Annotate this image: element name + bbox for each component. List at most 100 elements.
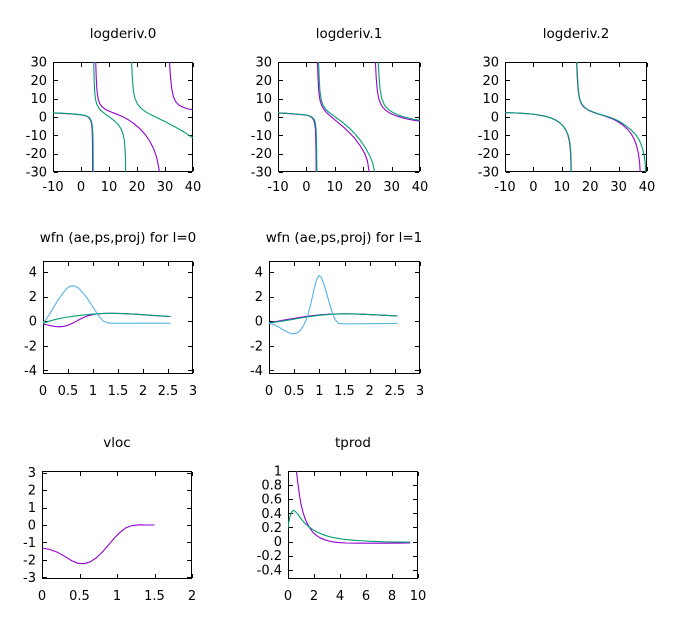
y-tick-label: 20	[255, 74, 272, 89]
y-tick-label: -1	[23, 536, 36, 551]
x-tick-label: 1	[89, 384, 97, 399]
x-tick-label: 0	[284, 589, 292, 604]
x-tick-label: 1.5	[108, 384, 129, 399]
y-tick-label: -3	[23, 571, 36, 586]
x-tick-label: 1.5	[144, 589, 165, 604]
plot-border	[43, 261, 193, 374]
x-tick-label: 0	[38, 589, 46, 604]
y-tick-label: -10	[251, 129, 272, 144]
plot-border	[42, 471, 192, 579]
x-tick-label: 2	[188, 589, 196, 604]
x-tick-label: 0	[302, 180, 310, 195]
series-ae-curve	[505, 112, 572, 172]
y-tick-label: 2	[255, 290, 263, 305]
y-tick-label: 10	[255, 92, 272, 107]
series-ps-curve	[269, 313, 398, 324]
x-tick-label: 3	[416, 384, 424, 399]
y-tick-label: 30	[255, 56, 272, 71]
y-tick-label: 30	[482, 56, 499, 71]
series-ae-curve	[95, 62, 160, 172]
y-tick-label: -10	[26, 129, 47, 144]
y-tick-label: 0	[39, 111, 47, 126]
x-tick-label: 1	[113, 589, 121, 604]
series-ps-curve	[93, 62, 127, 172]
x-tick-label: 30	[610, 180, 627, 195]
x-tick-label: 0	[39, 384, 47, 399]
panel-title: wfn (ae,ps,proj) for l=0	[40, 230, 197, 246]
y-tick-label: 10	[30, 92, 47, 107]
x-tick-label: 0	[265, 384, 273, 399]
y-tick-label: 0	[28, 519, 36, 534]
series-ps-curve	[278, 112, 318, 172]
x-tick-label: 30	[383, 180, 400, 195]
plot-border	[278, 62, 420, 172]
x-tick-label: 2	[310, 589, 318, 604]
x-tick-label: 10	[101, 180, 118, 195]
y-tick-label: 3	[28, 466, 36, 481]
y-tick-label: -2	[23, 553, 36, 568]
panel-logderiv-1: logderiv.1 -10 0 10 20 30 40 30 20 10 0 -10 -20 -30	[251, 26, 429, 195]
x-tick-label: 3	[189, 384, 197, 399]
y-tick-label: 20	[482, 74, 499, 89]
y-tick-label: 1	[274, 465, 282, 480]
x-tick-label: -10	[42, 180, 63, 195]
y-tick-label: -2	[250, 339, 263, 354]
y-tick-label: 30	[30, 56, 47, 71]
x-tick-label: -10	[494, 180, 515, 195]
x-tick-label: 8	[388, 589, 396, 604]
x-tick-label: 0.5	[284, 384, 305, 399]
panel-title: logderiv.1	[316, 26, 383, 42]
y-tick-label: 1	[28, 501, 36, 516]
series-ps-curve	[130, 62, 193, 139]
series-ae-curve	[168, 62, 193, 111]
y-tick-label: -30	[478, 166, 499, 181]
panel-wfn-l1: wfn (ae,ps,proj) for l=1 0 0.5 1 1.5 2 2.5 3 4 2 0…	[250, 230, 424, 399]
x-tick-label: 0	[77, 180, 85, 195]
y-tick-label: 20	[30, 74, 47, 89]
series-series-1-curve	[295, 471, 411, 544]
series-proj-curve	[269, 274, 398, 335]
y-tick-label: -30	[251, 166, 272, 181]
x-tick-label: 4	[336, 589, 344, 604]
panel-title: logderiv.2	[543, 26, 610, 42]
y-tick-label: -20	[26, 147, 47, 162]
y-tick-label: 0	[29, 315, 37, 330]
y-tick-label: 4	[29, 266, 37, 281]
panel-logderiv-2: logderiv.2 -10 0 10 20 30 40 30 20 10 0 -10 -20 -30	[478, 26, 656, 195]
plot-border	[269, 261, 420, 374]
panel-title: tprod	[335, 435, 371, 451]
series-ps-curve	[53, 112, 94, 172]
y-tick-label: 0.2	[261, 521, 282, 536]
x-tick-label: 10	[327, 180, 344, 195]
series-ae-curve	[316, 62, 370, 172]
x-tick-label: 0	[529, 180, 537, 195]
x-tick-label: 0.5	[69, 589, 90, 604]
x-tick-label: 40	[185, 180, 202, 195]
series-proj-curve	[43, 285, 171, 324]
series-ps-curve	[318, 62, 376, 172]
y-tick-label: -0.2	[257, 549, 282, 564]
y-tick-label: 0	[255, 315, 263, 330]
x-tick-label: 10	[410, 589, 427, 604]
x-tick-label: 1.5	[334, 384, 355, 399]
x-tick-label: -10	[267, 180, 288, 195]
y-tick-label: -20	[251, 147, 272, 162]
x-tick-label: 40	[412, 180, 429, 195]
x-tick-label: 20	[355, 180, 372, 195]
series-ps-curve	[576, 62, 647, 172]
y-tick-label: 0.8	[261, 479, 282, 494]
panel-vloc: vloc 0 0.5 1 1.5 2 3 2 1 0 -1 -2 -3	[23, 435, 196, 604]
panel-wfn-l0: wfn (ae,ps,proj) for l=0 0 0.5 1 1.5 2 2.5 3 4 2 0…	[24, 230, 197, 399]
y-tick-label: 0	[274, 535, 282, 550]
x-tick-label: 2.5	[384, 384, 405, 399]
y-tick-label: 10	[482, 92, 499, 107]
y-tick-label: 0	[264, 111, 272, 126]
series-ae-curve	[53, 112, 94, 172]
x-tick-label: 10	[554, 180, 571, 195]
x-tick-label: 2	[139, 384, 147, 399]
plot-border	[53, 62, 193, 172]
series-ae-curve	[278, 112, 317, 172]
